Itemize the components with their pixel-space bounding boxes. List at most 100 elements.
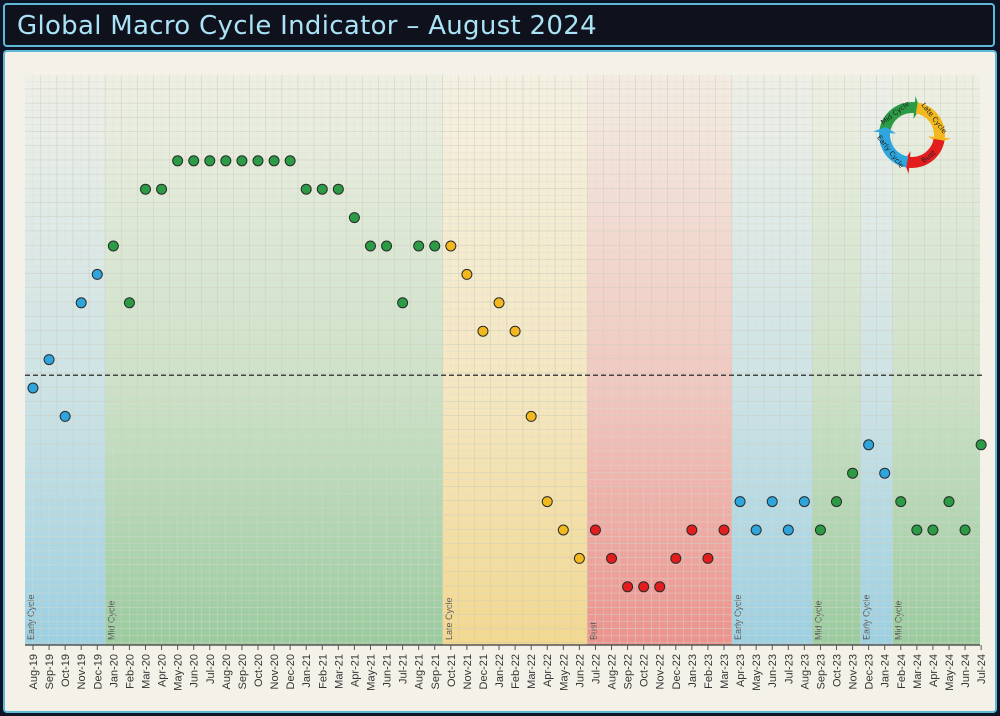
x-tick-label: Feb-21 — [317, 654, 329, 689]
x-tick-label: Mar-23 — [719, 654, 731, 689]
grid-major — [25, 75, 980, 645]
x-ticks: Aug-19 Sep-19 Oct-19 Nov-19 Dec-19 Jan-20 Feb-… — [28, 645, 988, 691]
x-tick-label: Jan-23 — [687, 654, 699, 688]
data-point — [638, 581, 650, 593]
legend-arrow — [873, 126, 909, 168]
data-point — [589, 524, 601, 536]
x-tick-label: Apr-22 — [542, 654, 554, 687]
x-tick-label: Feb-23 — [703, 654, 715, 689]
data-point — [413, 240, 425, 252]
x-tick-label: Jul-20 — [205, 654, 217, 684]
data-point — [798, 496, 810, 508]
x-tick-label: Aug-22 — [607, 654, 619, 689]
data-point — [477, 325, 489, 337]
data-point — [782, 524, 794, 536]
data-point — [397, 297, 409, 309]
data-point — [573, 552, 585, 564]
x-tick-label: Mar-20 — [140, 654, 152, 689]
x-tick-label: Jul-22 — [590, 654, 602, 684]
x-tick-label: Apr-20 — [157, 654, 169, 687]
x-tick-label: Sep-21 — [430, 654, 442, 689]
x-tick-label: Dec-19 — [92, 654, 104, 689]
page-title: Global Macro Cycle Indicator – August 20… — [17, 11, 597, 41]
data-point — [59, 410, 71, 422]
x-tick-label: Feb-20 — [124, 654, 136, 689]
data-point — [831, 496, 842, 508]
data-point — [911, 524, 923, 536]
x-tick-label: Jul-21 — [398, 654, 410, 684]
x-tick-label: Jan-20 — [108, 654, 120, 688]
x-tick-label: Oct-23 — [832, 654, 844, 687]
data-point — [220, 155, 232, 167]
x-tick-label: Apr-23 — [735, 654, 747, 687]
x-tick-label: Oct-19 — [60, 654, 72, 687]
x-tick-label: May-21 — [365, 654, 377, 691]
x-tick-label: Jan-21 — [301, 654, 313, 688]
x-tick-label: Aug-20 — [221, 654, 233, 689]
x-tick-label: Oct-21 — [446, 654, 458, 687]
legend-arrow — [903, 138, 945, 174]
x-tick-label: Aug-23 — [799, 654, 811, 689]
data-point — [525, 410, 537, 422]
x-tick-label: Jun-20 — [189, 654, 201, 688]
x-tick-label: Nov-23 — [848, 654, 860, 689]
data-point — [606, 552, 618, 564]
x-tick-label: Jun-23 — [767, 654, 779, 688]
data-point — [557, 524, 569, 536]
data-point — [75, 297, 87, 309]
x-tick-label: Jul-23 — [783, 654, 795, 684]
data-point — [654, 581, 666, 593]
data-point — [541, 496, 553, 508]
x-tick-label: Apr-24 — [928, 654, 940, 687]
x-tick-label: May-23 — [751, 654, 763, 691]
data-point — [252, 155, 264, 167]
data-point — [268, 155, 280, 167]
x-tick-label: Jan-22 — [494, 654, 506, 688]
x-tick-label: Dec-20 — [285, 654, 297, 689]
x-tick-label: Dec-21 — [478, 654, 490, 689]
title-bar: Global Macro Cycle Indicator – August 20… — [3, 3, 995, 47]
x-tick-label: Sep-19 — [44, 654, 56, 689]
x-tick-label: May-22 — [558, 654, 570, 691]
data-point — [879, 467, 891, 479]
data-point — [734, 496, 746, 508]
data-point — [718, 524, 730, 536]
data-point — [766, 496, 778, 508]
data-point — [622, 581, 634, 593]
x-tick-label: Oct-20 — [253, 654, 265, 687]
data-point — [445, 240, 457, 252]
data-points — [27, 155, 987, 593]
data-point — [43, 354, 55, 366]
data-point — [381, 240, 393, 252]
data-point — [814, 524, 826, 536]
data-point — [863, 439, 875, 451]
data-point — [300, 183, 312, 195]
data-point — [975, 439, 987, 451]
x-tick-label: Nov-19 — [76, 654, 88, 689]
x-tick-label: Aug-21 — [414, 654, 426, 689]
x-tick-label: Dec-22 — [671, 654, 683, 689]
x-tick-label: Jun-21 — [382, 654, 394, 688]
x-tick-label: Jan-24 — [880, 654, 892, 688]
data-point — [316, 183, 328, 195]
data-point — [686, 524, 698, 536]
data-point — [750, 524, 762, 536]
data-point — [284, 155, 296, 167]
data-point — [943, 496, 955, 508]
data-point — [332, 183, 344, 195]
data-point — [123, 297, 135, 309]
data-point — [107, 240, 119, 252]
x-tick-label: Mar-21 — [333, 654, 345, 689]
x-tick-label: May-20 — [173, 654, 185, 691]
data-point — [364, 240, 376, 252]
x-tick-label: Aug-19 — [28, 654, 40, 689]
x-tick-label: Nov-21 — [462, 654, 474, 689]
data-point — [847, 467, 859, 479]
data-point — [429, 240, 441, 252]
x-tick-label: Nov-22 — [655, 654, 667, 689]
data-point — [27, 382, 39, 394]
x-tick-label: Jul-24 — [976, 654, 988, 684]
x-tick-label: Mar-22 — [526, 654, 538, 689]
x-tick-label: Jun-22 — [574, 654, 586, 688]
